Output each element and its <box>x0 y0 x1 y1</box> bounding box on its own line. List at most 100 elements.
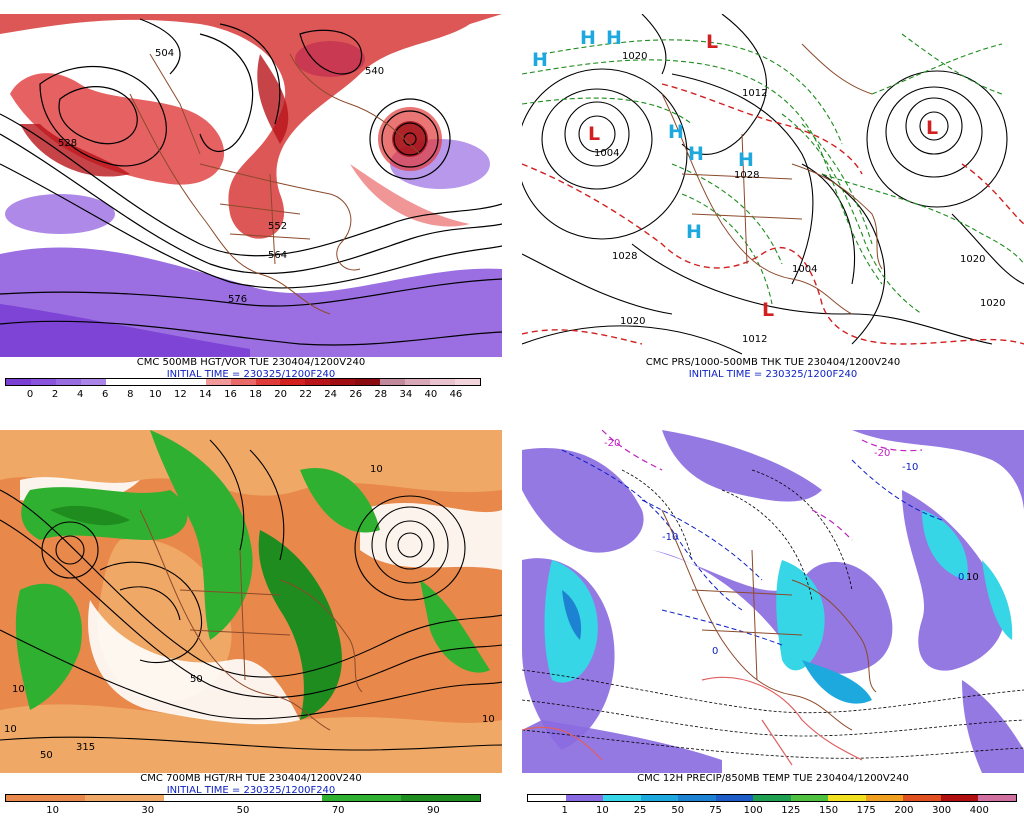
scale-tick-label: 26 <box>349 389 363 400</box>
contour-label: 0 <box>712 646 718 657</box>
high-pressure-center: H <box>688 143 704 165</box>
color-swatch <box>330 379 356 385</box>
scale-tick-label: 20 <box>274 389 287 400</box>
contour-label: -10 <box>902 462 918 473</box>
color-swatch <box>640 795 679 801</box>
pressure-centers: H H H H H H H L L L L <box>532 27 938 321</box>
contour-label: 315 <box>76 742 95 753</box>
contour-label: 1020 <box>622 51 647 62</box>
panel-500mb-height-vorticity: 504 528 540 576 564 552 CMC 500MB HGT/VO… <box>0 14 502 402</box>
vorticity-color-scale <box>5 378 481 386</box>
precip-color-scale <box>527 794 1017 802</box>
color-swatch <box>678 795 716 801</box>
panel-precip-850mb-temp: -20 -20 0 -10 0 10 -10 CMC 12H PRECIP/85… <box>522 430 1024 818</box>
color-swatch <box>940 795 979 801</box>
scale-tick-label: 16 <box>224 389 237 400</box>
contour-label: 10 <box>12 684 25 695</box>
vorticity-map-graphic: 504 528 540 576 564 552 <box>0 14 502 357</box>
high-pressure-center: H <box>532 49 548 71</box>
contour-label: 10 <box>966 572 979 583</box>
color-swatch <box>155 379 181 385</box>
scale-tick-label: 22 <box>299 389 312 400</box>
temperature-contour-labels: -20 -20 0 -10 0 10 -10 <box>604 438 979 657</box>
color-swatch <box>55 379 81 385</box>
color-swatch <box>80 379 106 385</box>
color-swatch <box>903 795 941 801</box>
contour-label: 1012 <box>742 334 767 345</box>
pressure-contour-labels: 1020 1012 1004 1028 1020 1012 1004 1028 … <box>594 51 1005 345</box>
contour-label: -20 <box>604 438 620 449</box>
color-swatch <box>58 795 85 801</box>
color-swatch <box>255 379 281 385</box>
color-swatch <box>230 379 256 385</box>
color-swatch <box>205 379 231 385</box>
color-swatch <box>603 795 641 801</box>
color-swatch <box>32 795 59 801</box>
high-pressure-center: H <box>738 149 754 171</box>
color-swatch <box>84 795 112 801</box>
contour-label: 1020 <box>960 254 985 265</box>
color-swatch <box>137 795 164 801</box>
color-swatch <box>405 379 431 385</box>
map-caption: CMC 500MB HGT/VOR TUE 230404/1200V240 <box>136 357 366 368</box>
color-swatch <box>528 795 566 801</box>
color-swatch <box>978 795 1016 801</box>
panel-700mb-height-humidity: 315 50 10 10 50 10 10 CMC 700MB HGT/RH T… <box>0 430 502 818</box>
color-swatch <box>430 379 456 385</box>
map-caption: CMC 700MB HGT/RH TUE 230404/1200V240 <box>140 773 362 784</box>
map-caption: CMC PRS/1000-500MB THK TUE 230404/1200V2… <box>645 357 901 368</box>
contour-label: 1012 <box>742 88 767 99</box>
contour-label: 576 <box>228 294 247 305</box>
scale-tick-label: 28 <box>374 389 388 400</box>
contour-label: 50 <box>40 750 53 761</box>
color-swatch <box>6 795 33 801</box>
color-swatch <box>269 795 296 801</box>
scale-tick-label: 25 <box>633 805 647 816</box>
contour-label: 10 <box>370 464 383 475</box>
color-swatch <box>321 795 349 801</box>
scale-tick-label: 34 <box>399 389 413 400</box>
contour-label: 1004 <box>594 148 619 159</box>
panel-pressure-thickness: 1020 1012 1004 1028 1020 1012 1004 1028 … <box>522 14 1024 402</box>
scale-tick-label: 2 <box>51 389 59 400</box>
scale-tick-label: 0 <box>26 389 34 400</box>
color-swatch <box>30 379 56 385</box>
scale-tick-label: 30 <box>141 805 155 816</box>
color-swatch <box>453 795 480 801</box>
scale-tick-label: 10 <box>46 805 59 816</box>
precip-map-graphic: -20 -20 0 -10 0 10 -10 <box>522 430 1024 773</box>
scale-tick-label: 10 <box>148 389 162 400</box>
color-swatch <box>242 795 270 801</box>
color-swatch <box>865 795 904 801</box>
color-swatch <box>380 379 406 385</box>
contour-label: 528 <box>58 138 77 149</box>
contour-label: 10 <box>482 714 495 725</box>
color-swatch <box>190 795 217 801</box>
scale-tick-label: 50 <box>671 805 685 816</box>
scale-tick-label: 90 <box>427 805 440 816</box>
contour-label: 552 <box>268 221 287 232</box>
contour-label: 50 <box>190 674 203 685</box>
contour-label: 1028 <box>612 251 637 262</box>
high-pressure-center: H <box>580 27 596 49</box>
low-pressure-center: L <box>588 123 600 145</box>
contour-label: 1020 <box>620 316 645 327</box>
scale-tick-label: 40 <box>424 389 438 400</box>
scale-tick-label: 70 <box>331 805 345 816</box>
scale-tick-label: 300 <box>932 805 952 816</box>
contour-label: 1020 <box>980 298 1005 309</box>
scale-tick-label: 150 <box>818 805 839 816</box>
color-swatch <box>295 795 322 801</box>
high-pressure-center: H <box>686 221 702 243</box>
contour-label: 564 <box>268 250 287 261</box>
color-swatch <box>374 795 401 801</box>
color-swatch <box>753 795 791 801</box>
color-swatch <box>790 795 829 801</box>
map-caption: CMC 12H PRECIP/850MB TEMP TUE 230404/120… <box>637 773 909 784</box>
scale-tick-label: 125 <box>781 805 801 816</box>
color-swatch <box>216 795 243 801</box>
high-pressure-center: H <box>668 121 684 143</box>
initial-time: INITIAL TIME = 230325/1200F240 <box>166 785 336 796</box>
scale-tick-label: 14 <box>199 389 212 400</box>
scale-tick-label: 46 <box>449 389 463 400</box>
